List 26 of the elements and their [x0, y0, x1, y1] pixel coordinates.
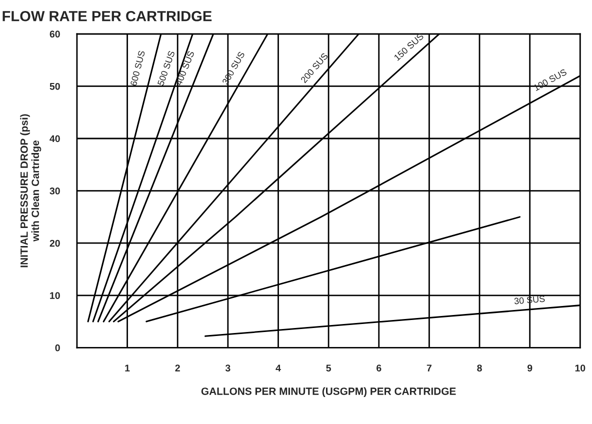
- x-tick-label: 5: [326, 364, 331, 372]
- y-tick-label: 30: [50, 188, 60, 194]
- series-label: 30 SUS: [514, 295, 545, 304]
- x-tick-label: 4: [276, 364, 281, 372]
- y-tick-label: 10: [50, 292, 60, 300]
- text: 100 SUS: [533, 68, 568, 92]
- y-tick-label: 20: [50, 240, 60, 247]
- text: 300 SUS: [222, 51, 245, 86]
- text: 600 SUS: [130, 50, 146, 86]
- x-tick-label: 8: [477, 364, 482, 372]
- x-tick-label: 3: [225, 364, 230, 372]
- x-tick-label: 1: [125, 364, 130, 372]
- y-tick-label: 0: [55, 344, 60, 352]
- chart-title: FLOW RATE PER CARTRIDGE: [2, 10, 212, 22]
- y-tick-label: 50: [50, 82, 60, 90]
- y-tick-label: 60: [50, 30, 60, 38]
- x-tick-label: 9: [527, 364, 532, 372]
- x-tick-label: 6: [376, 364, 382, 372]
- x-tick-label: 7: [426, 364, 432, 372]
- y-tick-label: 40: [50, 135, 60, 142]
- y-axis-title: INITIAL PRESSURE DROP (psi) with Clean Cartridge: [20, 114, 42, 268]
- text: 500 SUS: [157, 50, 175, 86]
- x-tick-label: 2: [175, 364, 180, 372]
- x-axis-title: GALLONS PER MINUTE (USGPM) PER CARTRIDGE: [201, 387, 456, 398]
- x-tick-label: 10: [575, 364, 586, 372]
- text: 400 SUS: [175, 50, 194, 86]
